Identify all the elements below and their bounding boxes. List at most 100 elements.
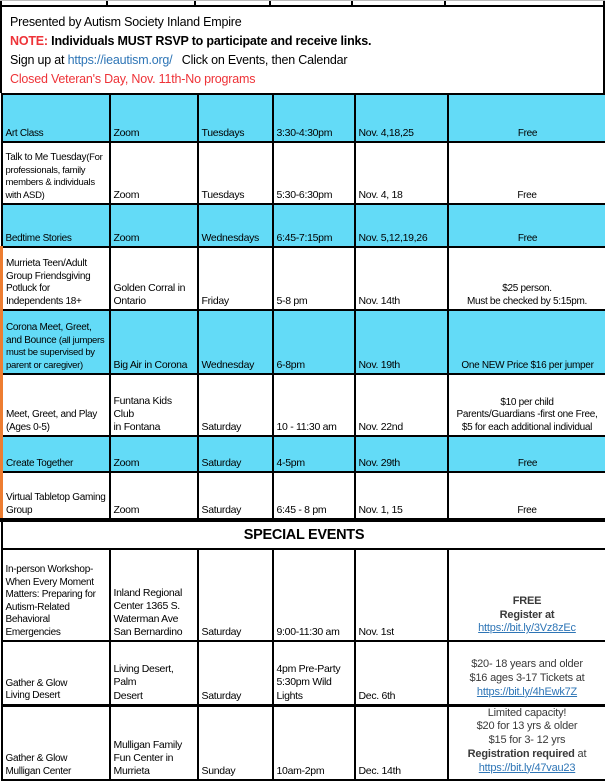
time-cell: 4pm Pre-Party 5:30pm Wild Lights xyxy=(271,640,356,707)
price-cell: Free xyxy=(446,435,605,473)
dates-cell: Nov. 4,18,25 xyxy=(353,93,449,143)
ieautism-link[interactable]: https://ieautism.org/ xyxy=(67,53,173,67)
dates-cell: Nov. 4, 18 xyxy=(353,141,449,205)
recurring-programs-section: Art Class Zoom Tuesdays 3:30-4:30pm Nov. 4,1… xyxy=(0,93,605,521)
special-event-row: Gather & Glow Living Desert Living Desert… xyxy=(0,640,605,707)
dates-cell: Nov. 29th xyxy=(353,435,449,473)
day-cell: Sunday xyxy=(196,703,274,781)
event-name: Corona Meet, Greet, and Bounce xyxy=(6,322,92,346)
location-cell: Big Air in Corona xyxy=(108,309,199,375)
event-name-note: (For professionals, family members & ind… xyxy=(5,152,103,201)
event-name-cell: Gather & Glow Living Desert xyxy=(0,640,111,707)
special-event-row: In-person Workshop- When Every Moment Ma… xyxy=(0,548,605,643)
time-cell: 6:45-7:15pm xyxy=(271,203,356,248)
day-cell: Saturday xyxy=(196,640,274,707)
price-line: Limited capacity! xyxy=(487,706,567,719)
column-tick xyxy=(271,1,353,5)
price-line: $20- 18 years and older xyxy=(471,658,583,671)
dates-cell: Dec. 14th xyxy=(353,703,449,781)
dates-cell: Nov. 1st xyxy=(353,548,449,643)
program-row: Talk to Me Tuesday(For professionals, fa… xyxy=(0,141,605,205)
event-name-cell: Meet, Greet, and Play (Ages 0-5) xyxy=(0,373,111,437)
dates-cell: Nov. 22nd xyxy=(353,373,449,437)
price-line: Register at xyxy=(499,608,555,621)
event-name: In-person Workshop- When Every Moment Ma… xyxy=(5,564,96,638)
header-presented-by: Presented by Autism Society Inland Empir… xyxy=(10,15,242,29)
header: Presented by Autism Society Inland Empir… xyxy=(0,7,605,93)
event-name-cell: Murrieta Teen/Adult Group Friendsgiving … xyxy=(0,246,111,311)
header-signup-line: Sign up at https://ieautism.org/ Click o… xyxy=(10,51,603,70)
program-row: Murrieta Teen/Adult Group Friendsgiving … xyxy=(0,246,605,311)
registration-link[interactable]: https://bit.ly/3Vz8zEc xyxy=(478,622,576,635)
column-tick xyxy=(0,1,108,5)
note-text: Individuals MUST RSVP to participate and… xyxy=(51,34,372,48)
time-cell: 10 - 11:30 am xyxy=(271,373,356,437)
dates-cell: Dec. 6th xyxy=(353,640,449,707)
dates-cell: Nov. 1, 15 xyxy=(353,471,449,521)
program-row: Corona Meet, Greet, and Bounce (all jump… xyxy=(0,309,605,375)
day-cell: Saturday xyxy=(196,435,274,473)
price-line: Must be checked by 5:15pm. xyxy=(466,295,588,307)
schedule-table: Art Class Zoom Tuesdays 3:30-4:30pm Nov. 4,1… xyxy=(0,93,605,781)
event-name: Bedtime Stories xyxy=(5,232,72,244)
time-cell: 5-8 pm xyxy=(271,246,356,311)
time-cell: 10am-2pm xyxy=(271,703,356,781)
day-cell: Tuesdays xyxy=(196,141,274,205)
time-cell: 9:00-11:30 am xyxy=(271,548,356,643)
header-rsvp-note: NOTE: Individuals MUST RSVP to participa… xyxy=(10,32,603,51)
location-cell: Zoom xyxy=(108,471,199,521)
location-cell: Zoom xyxy=(108,435,199,473)
day-cell: Saturday xyxy=(196,548,274,643)
event-name-cell: Gather & Glow Mulligan Center xyxy=(0,703,111,781)
day-cell: Saturday xyxy=(196,471,274,521)
registration-link[interactable]: https://bit.ly/47vau23 xyxy=(478,761,576,774)
special-events-title-section: SPECIAL EVENTS xyxy=(0,517,605,551)
event-name-cell: Bedtime Stories xyxy=(0,203,111,248)
price-segment: at xyxy=(574,747,587,760)
event-name: Gather & Glow Living Desert xyxy=(5,677,68,702)
location-cell: Zoom xyxy=(108,93,199,143)
event-name-note: (all jumpers must be supervised by paren… xyxy=(6,334,105,371)
price-line: Free xyxy=(517,457,538,469)
location-cell: Mulligan Family Fun Center in Murrieta xyxy=(108,703,199,781)
price-cell: FREE Register at https://bit.ly/3Vz8zEc xyxy=(446,548,605,643)
event-name-cell: In-person Workshop- When Every Moment Ma… xyxy=(0,548,111,643)
event-name: Murrieta Teen/Adult Group Friendsgiving … xyxy=(6,258,91,307)
column-tick xyxy=(108,1,196,5)
registration-link[interactable]: https://bit.ly/4hEwk7Z xyxy=(476,685,578,698)
signup-prefix: Sign up at xyxy=(10,53,65,67)
program-row: Meet, Greet, and Play (Ages 0-5) Funtana … xyxy=(0,373,605,437)
event-name-cell: Corona Meet, Greet, and Bounce (all jump… xyxy=(0,309,111,375)
time-cell: 4-5pm xyxy=(271,435,356,473)
price-line: Free xyxy=(517,232,538,244)
price-line: $10 per child xyxy=(500,396,554,408)
price-cell: Limited capacity! $20 for 13 yrs & older $… xyxy=(446,703,605,781)
price-cell: Free xyxy=(446,471,605,521)
event-name: Gather & Glow Mulligan Center xyxy=(5,753,72,777)
day-cell: Tuesdays xyxy=(196,93,274,143)
column-tick xyxy=(196,1,271,5)
dates-cell: Nov. 14th xyxy=(353,246,449,311)
program-row: Virtual Tabletop Gaming Group Zoom Saturda… xyxy=(0,471,605,521)
price-line: One NEW Price $16 per jumper xyxy=(461,359,594,371)
price-line: Free xyxy=(517,189,537,201)
event-name: Virtual Tabletop Gaming Group xyxy=(6,492,106,516)
price-line: Parents/Guardians -first one Free, xyxy=(456,409,598,420)
location-cell: Funtana Kids Club in Fontana xyxy=(108,373,199,437)
program-row: Bedtime Stories Zoom Wednesdays 6:45-7:15pm… xyxy=(0,203,605,248)
price-cell: Free xyxy=(446,93,605,143)
price-line: $16 ages 3-17 Tickets at xyxy=(469,672,585,685)
column-tick xyxy=(353,1,446,5)
day-cell: Saturday xyxy=(196,373,274,437)
event-name: Create Together xyxy=(6,457,74,469)
price-line: Registration required at xyxy=(451,748,604,762)
price-cell: $25 person. Must be checked by 5:15pm. xyxy=(446,246,605,311)
location-cell: Living Desert, Palm Desert xyxy=(108,640,199,707)
event-name: Talk to Me Tuesday xyxy=(5,152,87,163)
event-name: Meet, Greet, and Play (Ages 0-5) xyxy=(6,409,97,433)
day-cell: Wednesdays xyxy=(196,203,274,248)
price-line: $15 for 3- 12 yrs xyxy=(488,734,566,747)
price-cell: Free xyxy=(446,203,605,248)
event-name: Art Class xyxy=(5,127,44,139)
